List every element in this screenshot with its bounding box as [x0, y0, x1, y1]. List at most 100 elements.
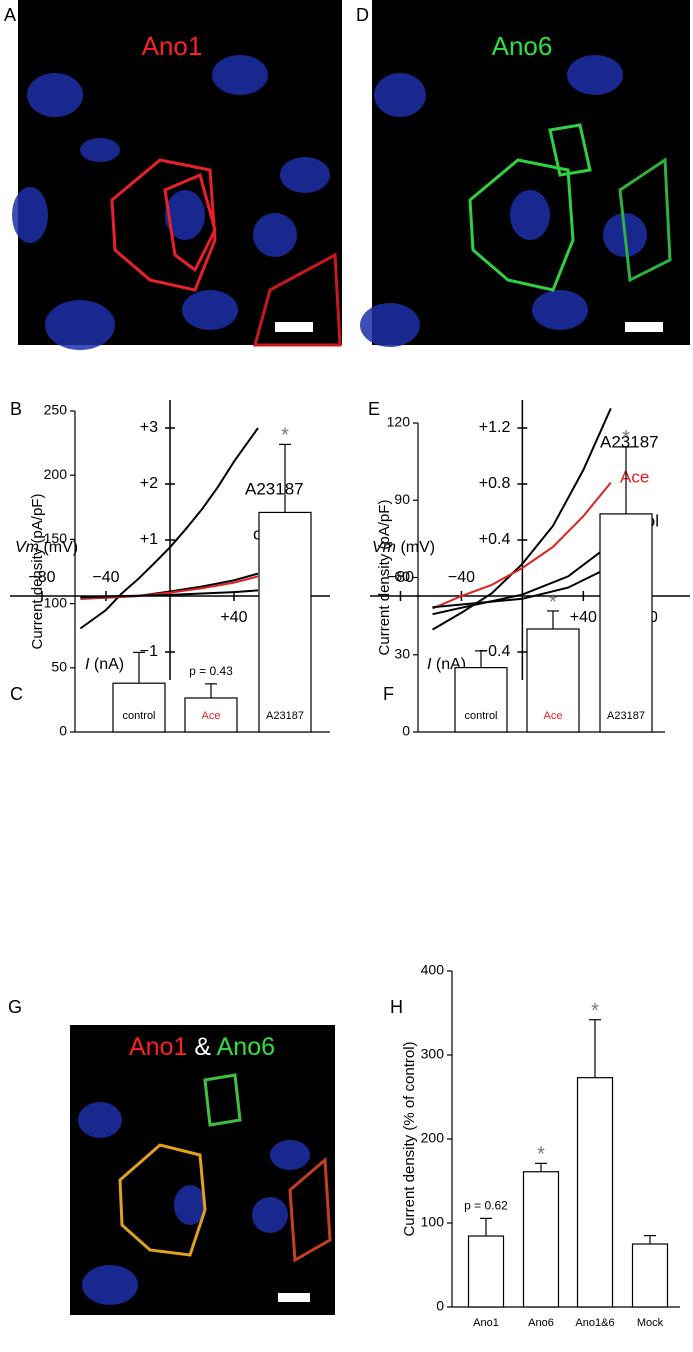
y-tick-label: 0 — [59, 723, 67, 739]
y-axis-label: Current density (pA/pF) — [376, 500, 393, 656]
category-label: Ace — [544, 710, 563, 722]
nucleus — [280, 157, 330, 193]
panel-letter: B — [10, 399, 22, 419]
panel-letter: A — [4, 5, 16, 25]
y-tick-label: +1 — [140, 531, 158, 548]
y-tick-label: 150 — [44, 530, 68, 546]
y-tick-label: +2 — [140, 475, 158, 492]
scale-bar — [275, 322, 313, 332]
cell-outline — [548, 123, 592, 177]
nucleus — [532, 290, 588, 330]
bar — [526, 628, 580, 733]
curve — [80, 575, 259, 600]
axis-var: I — [427, 656, 432, 673]
category-label: Ace — [202, 710, 221, 722]
y-tick-label: 400 — [421, 962, 445, 978]
cell-outline — [253, 252, 342, 347]
x-axis-label: Vm (mV) — [15, 539, 78, 556]
bar — [112, 682, 166, 733]
nucleus — [182, 290, 238, 330]
nucleus — [78, 1102, 122, 1138]
nucleus — [510, 190, 550, 240]
x-tick-label: −80 — [28, 569, 55, 586]
y-tick-label: −0.4 — [479, 643, 511, 660]
annotation: p = 0.62 — [464, 1199, 508, 1213]
y-tick-label: 200 — [44, 466, 68, 482]
image-label: Ano1 & Ano6 — [129, 1033, 275, 1061]
nucleus — [374, 73, 426, 117]
y-axis-label: Current density (% of control) — [401, 1041, 418, 1236]
category-label: Ano6 — [528, 1317, 554, 1329]
panel-letter: G — [8, 997, 22, 1017]
cell-outline — [203, 1073, 242, 1127]
bar — [184, 697, 238, 733]
category-label: control — [122, 710, 155, 722]
label-part: Ano6 — [217, 1033, 275, 1061]
curve — [79, 427, 259, 630]
nucleus — [360, 303, 420, 347]
cell-outline — [618, 157, 672, 283]
curve-label: Ace — [620, 467, 649, 486]
bar — [454, 667, 508, 733]
y-tick-label: 90 — [394, 491, 410, 507]
category-label: Ano1 — [473, 1317, 499, 1329]
y-tick-label: +0.8 — [479, 475, 511, 492]
image-label: Ano6 — [492, 31, 553, 61]
category-label: A23187 — [266, 710, 304, 722]
axis-var: Vm — [15, 539, 39, 556]
panel-letter: E — [368, 399, 380, 419]
y-tick-label: +3 — [140, 419, 158, 436]
nucleus — [253, 213, 297, 257]
curve — [80, 589, 259, 599]
category-label: A23187 — [607, 710, 645, 722]
curve — [431, 407, 612, 631]
label-part: Ano1 — [129, 1033, 187, 1061]
cell-outline — [163, 172, 217, 273]
y-tick-label: 200 — [421, 1130, 445, 1146]
y-tick-label: +0.4 — [479, 531, 511, 548]
y-tick-label: 30 — [394, 645, 410, 661]
micrograph-d — [360, 0, 690, 347]
image-label: Ano1 — [142, 31, 203, 61]
x-tick-label: −40 — [92, 569, 119, 586]
category-label: control — [464, 710, 497, 722]
panel-letter: C — [10, 684, 23, 704]
curve — [432, 565, 612, 609]
nucleus — [270, 1140, 310, 1170]
nucleus — [165, 190, 205, 240]
curve-label: A23187 — [600, 432, 659, 451]
cell-outline — [288, 1156, 332, 1263]
bar — [599, 513, 653, 733]
bar — [576, 1077, 614, 1308]
annotation: * — [549, 591, 557, 613]
annotation: * — [537, 1144, 545, 1166]
nucleus — [174, 1185, 206, 1225]
panel-letter: D — [356, 5, 369, 25]
curve — [432, 543, 612, 616]
bar — [631, 1243, 669, 1308]
x-tick-label: +40 — [220, 609, 247, 626]
axis-var: I — [85, 656, 90, 673]
nucleus — [567, 55, 623, 95]
image-bg — [372, 0, 690, 345]
curve — [432, 481, 612, 610]
scale-bar — [278, 1293, 310, 1302]
bar — [258, 511, 312, 733]
y-tick-label: 120 — [387, 414, 411, 430]
nucleus — [212, 55, 268, 95]
y-tick-label: 100 — [44, 594, 68, 610]
y-tick-label: −1 — [140, 643, 158, 660]
annotation: p = 0.43 — [189, 664, 233, 678]
x-tick-label: −40 — [448, 569, 475, 586]
y-tick-label: 0 — [402, 723, 410, 739]
axis-var: Vm — [372, 539, 396, 556]
nucleus — [12, 187, 48, 243]
x-tick-label: +40 — [570, 609, 597, 626]
annotation: * — [591, 1000, 599, 1022]
bar — [522, 1171, 560, 1308]
x-tick-label: −80 — [387, 569, 414, 586]
y-tick-label: 0 — [436, 1298, 444, 1314]
curve-label: A23187 — [245, 479, 304, 498]
